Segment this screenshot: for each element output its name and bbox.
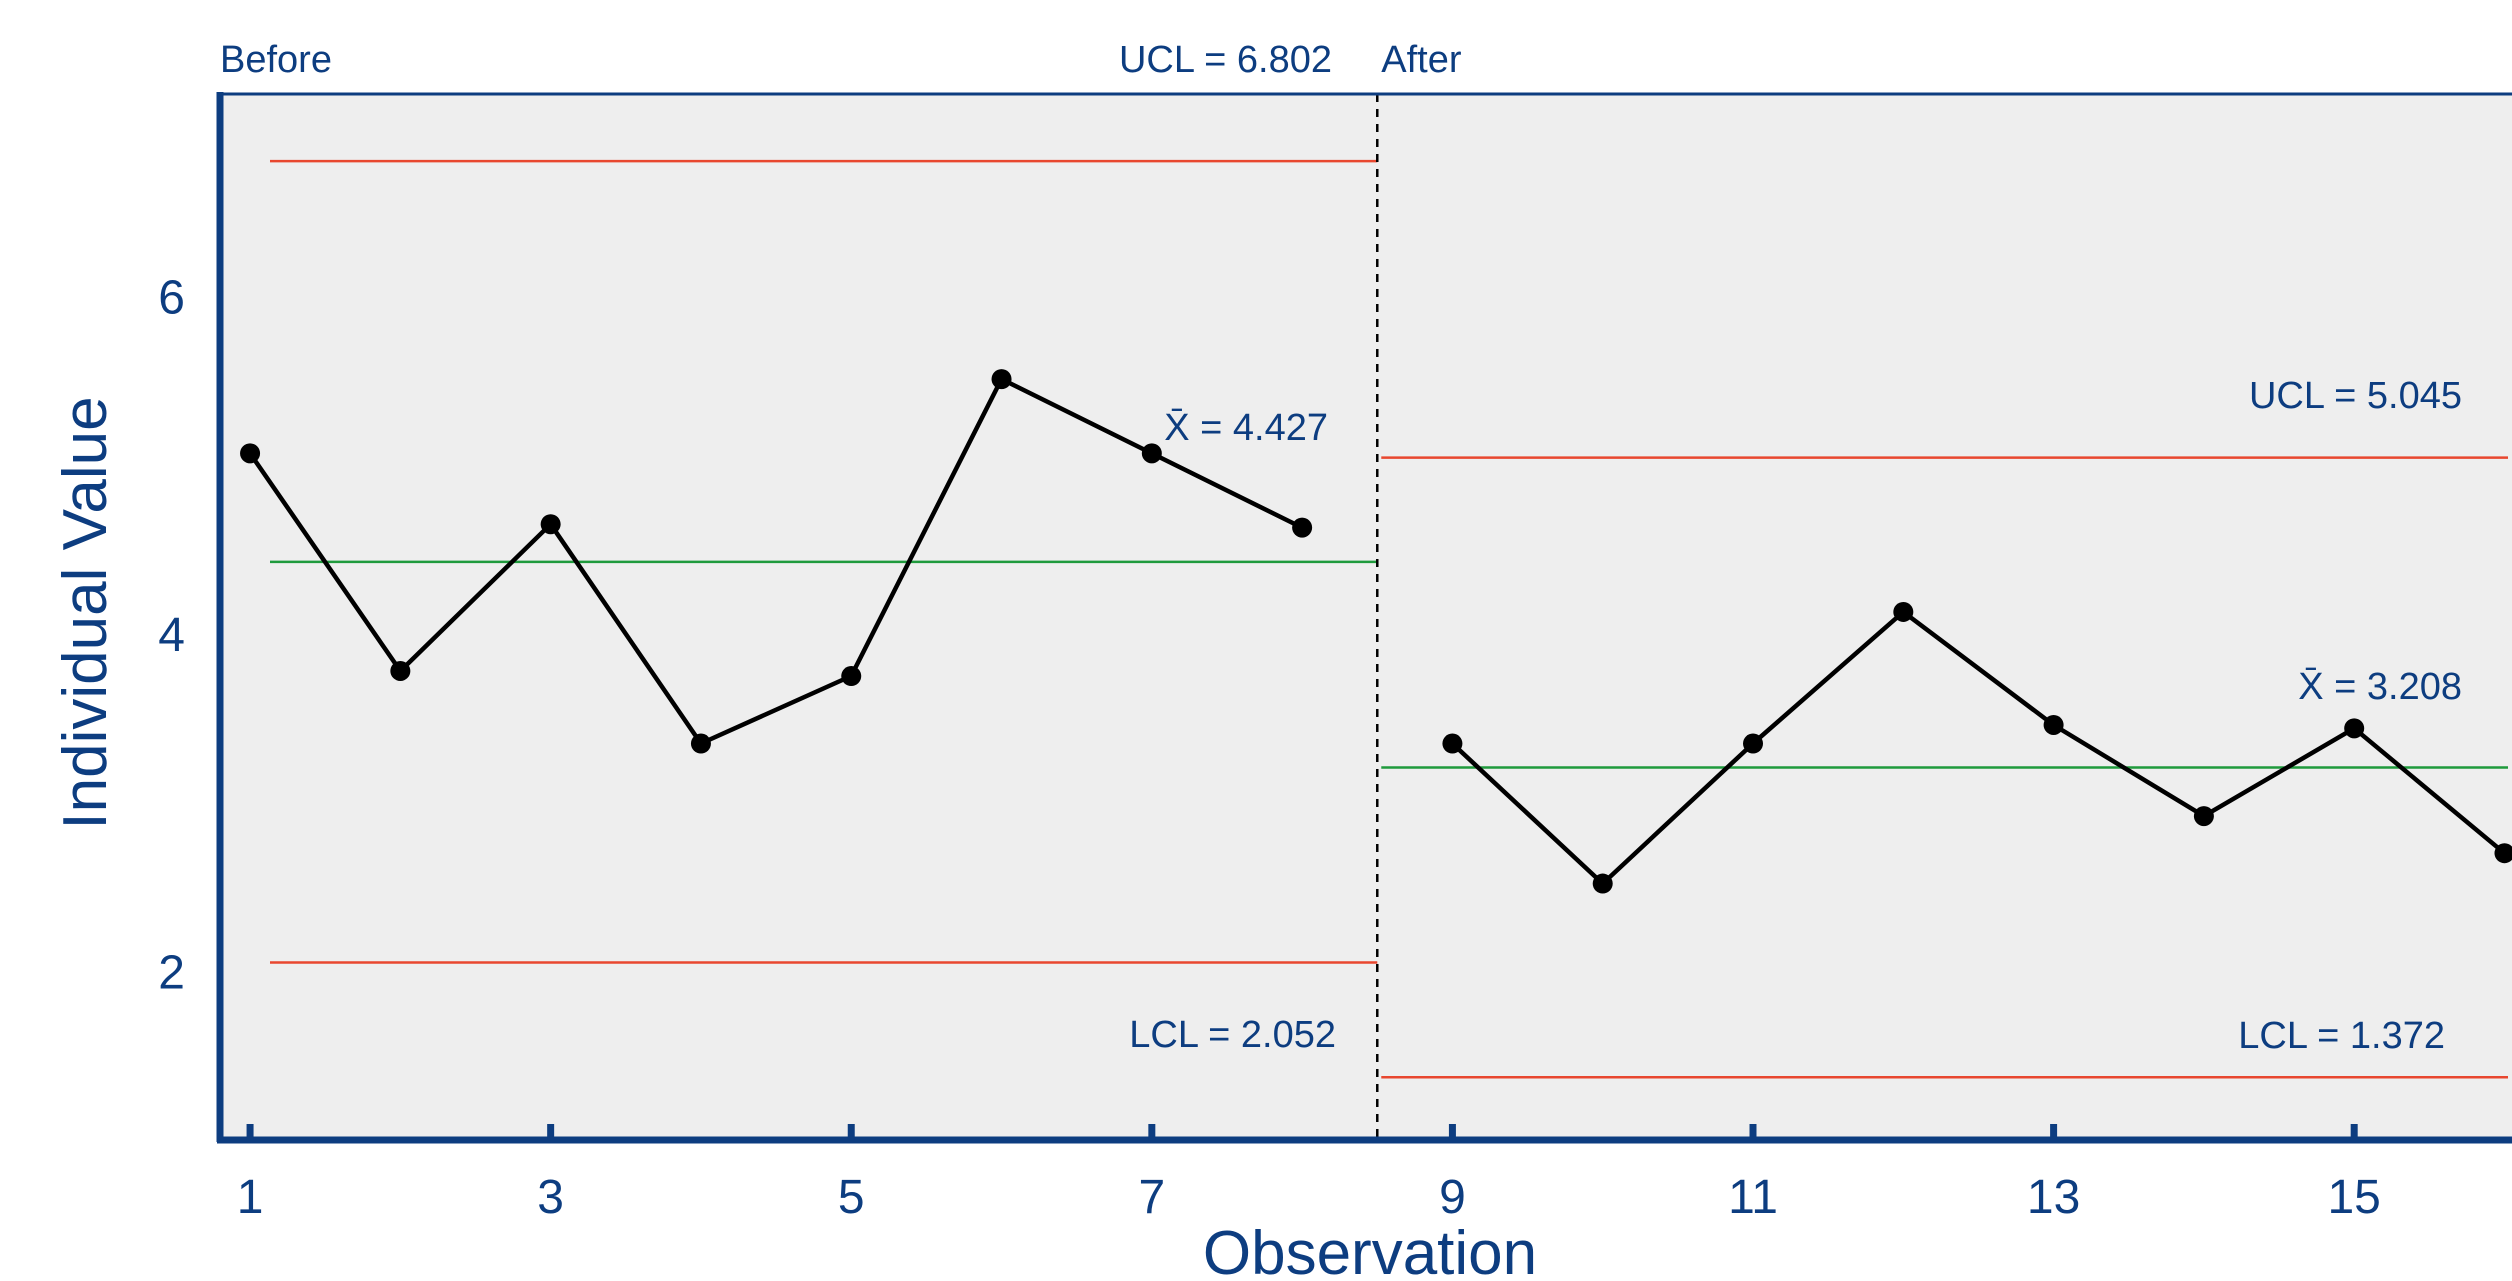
x-tick-label: 15: [2327, 1171, 2380, 1224]
data-point: [991, 369, 1012, 390]
series-line: [1450, 609, 2506, 886]
series-line: [248, 376, 1304, 746]
x-tick-label: 9: [1439, 1171, 1466, 1224]
data-point: [2043, 714, 2064, 735]
data-point: [1141, 443, 1162, 464]
y-tick-label: 4: [158, 609, 185, 662]
data-point: [841, 666, 862, 687]
y-tick-label: 2: [158, 946, 185, 999]
y-tick-label: 6: [158, 271, 185, 324]
y-axis-title: Individual Value: [51, 396, 120, 829]
ucl-label-after: UCL = 5.045: [2249, 375, 2462, 417]
mean-label-before: X̄ = 4.427: [1164, 407, 1328, 449]
ucl-label-before: UCL = 6.802: [1119, 39, 1332, 81]
phase-label-before: Before: [220, 39, 332, 81]
x-tick-label: 1: [237, 1171, 264, 1224]
x-tick-label: 11: [1728, 1171, 1778, 1224]
x-tick-label: 7: [1138, 1171, 1165, 1224]
lcl-label-after: LCL = 1.372: [2238, 1015, 2445, 1057]
data-point: [2494, 843, 2512, 864]
x-tick-label: 3: [537, 1171, 564, 1224]
plot-area: [220, 94, 2512, 1140]
x-tick-label: 13: [2027, 1171, 2080, 1224]
phase-label-after: After: [1381, 39, 1462, 81]
data-point: [2193, 806, 2214, 827]
data-point: [1442, 733, 1463, 754]
data-point: [2344, 718, 2365, 739]
x-axis-title: Observation: [1203, 1219, 1537, 1281]
lcl-label-before: LCL = 2.052: [1129, 1014, 1336, 1056]
data-point: [390, 660, 411, 681]
mean-label-after: X̄ = 3.208: [2298, 666, 2462, 708]
data-point: [1292, 517, 1313, 538]
data-point: [240, 443, 261, 464]
data-point: [1893, 601, 1914, 622]
data-point: [540, 514, 561, 535]
data-point: [1592, 873, 1613, 894]
x-tick-label: 5: [838, 1171, 865, 1224]
data-point: [690, 733, 711, 754]
data-point: [1743, 733, 1764, 754]
